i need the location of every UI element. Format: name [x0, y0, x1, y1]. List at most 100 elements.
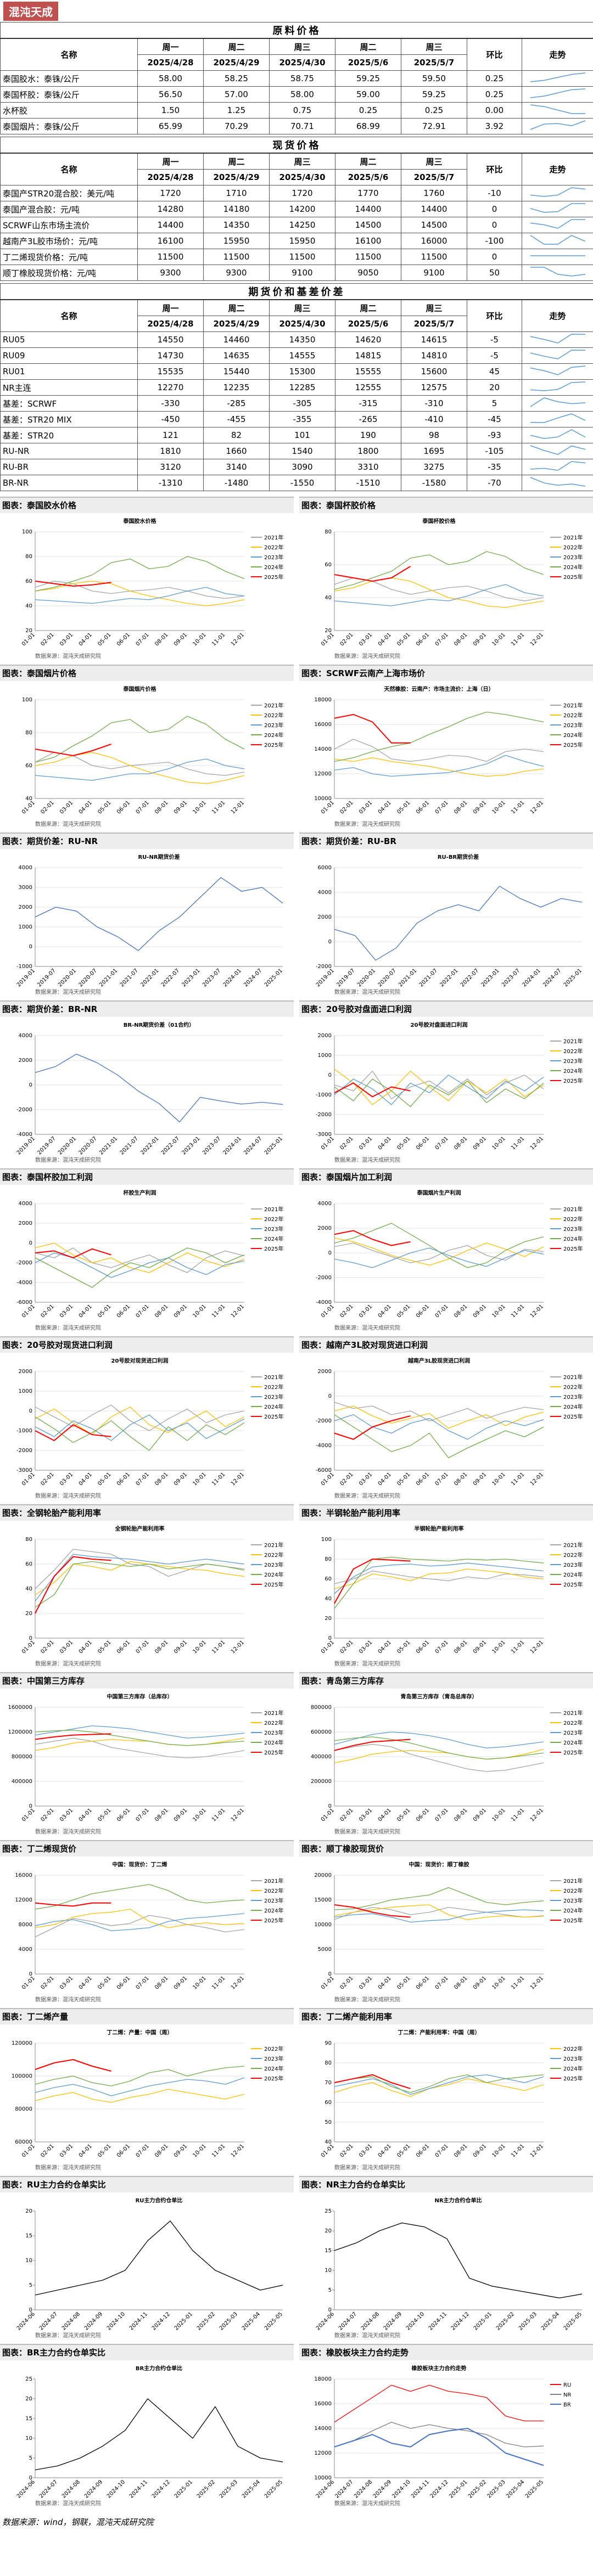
series-line: [334, 1242, 544, 1263]
series-line: [334, 1731, 544, 1748]
date-row: 2025/4/28 2025/4/29 2025/4/30 2025/5/6 2025/…: [1, 169, 593, 185]
x-tick-label: 06-01: [415, 1303, 430, 1319]
x-tick-label: 2024-07: [542, 968, 562, 988]
chart-source: 数据来源：混沌天成研究院: [35, 1324, 101, 1331]
y-tick-label: 0: [29, 2475, 32, 2481]
legend-label: 2023年: [264, 2055, 283, 2062]
x-tick-label: 04-01: [377, 1471, 393, 1487]
x-tick-label: 03-01: [358, 2143, 373, 2158]
legend-label: 2021年: [264, 1374, 283, 1381]
x-tick-label: 09-01: [173, 1975, 188, 1990]
y-tick-label: 0: [328, 939, 332, 945]
y-tick-label: 2000: [318, 1225, 332, 1231]
series-line: [334, 2428, 544, 2466]
legend-label: 2021年: [563, 1877, 583, 1885]
legend-label: 2024年: [264, 732, 283, 739]
date-header: 2025/5/6: [335, 54, 401, 71]
cell-value: 9100: [269, 265, 335, 281]
x-tick-label: 03-01: [358, 1807, 373, 1823]
x-tick-label: 2025-02: [467, 2479, 488, 2499]
chart: BR主力合约仓单比 0 5 10 15 20 25 2024-06 2024-07 2024-08…: [16, 2365, 284, 2507]
x-tick-label: 07-01: [135, 1639, 150, 1655]
cell-value: 14500: [335, 217, 401, 233]
x-tick-label: 2024-06: [16, 2311, 36, 2331]
legend-label: 2021年: [563, 534, 583, 541]
chart-caption: 图表：20号胶对现货进口利润: [0, 1336, 294, 1353]
sparkline-cell: [522, 86, 593, 103]
table-title: 原料价格: [0, 22, 593, 39]
x-tick-label: 2024-12: [450, 2311, 471, 2331]
x-tick-label: 2023-01: [181, 968, 201, 988]
chart-source: 数据来源：混沌天成研究院: [35, 653, 101, 660]
sparkline-line: [530, 187, 585, 197]
series-line: [334, 1556, 544, 1609]
chart-source: 数据来源：混沌天成研究院: [35, 1660, 101, 1667]
x-tick-label: 2020-01: [57, 968, 77, 988]
date-header: 2025/4/29: [203, 54, 270, 71]
sparkline-line: [530, 397, 585, 407]
x-tick-label: 2024-08: [61, 2479, 81, 2499]
chart: 泰国杯胶价格 20 40 60 80 01-01 02-01 03-01 04-01 05-01 0…: [320, 518, 583, 660]
x-tick-label: 11-01: [211, 1975, 226, 1990]
cell-value: 11500: [203, 249, 270, 265]
x-tick-label: 2020-07: [78, 1135, 98, 1156]
y-tick-label: 1000: [19, 924, 32, 930]
legend-label: 2025年: [563, 1245, 583, 1252]
sparkline-cell: [522, 185, 593, 201]
series-line: [35, 1416, 245, 1451]
y-tick-label: 40: [325, 2139, 332, 2145]
x-tick-label: 09-01: [472, 1975, 488, 1990]
x-tick-label: 06-01: [116, 1639, 131, 1655]
y-tick-label: 1600000: [8, 1705, 32, 1711]
chart-caption: 图表：20号胶对盘面进口利润: [299, 1000, 593, 1017]
x-tick-label: 04-01: [377, 2143, 393, 2158]
cell-value: 0.25: [335, 102, 401, 119]
x-tick-label: 2024-11: [428, 2311, 448, 2331]
legend-label: 2022年: [264, 1719, 283, 1726]
y-tick-label: 0: [328, 1393, 332, 1399]
x-tick-label: 10-01: [491, 632, 507, 647]
y-tick-label: 1000: [318, 1053, 332, 1059]
x-tick-label: 06-01: [415, 1135, 430, 1151]
series-line: [334, 1230, 411, 1246]
sparkline-line: [530, 88, 585, 98]
cell-change: -35: [467, 459, 522, 475]
series-line: [334, 2222, 583, 2299]
x-tick-label: 2025-03: [219, 2311, 239, 2331]
x-tick-label: 06-01: [116, 800, 131, 815]
y-tick-label: -2000: [16, 1260, 32, 1266]
row-name: RU05: [0, 331, 138, 348]
header-row: 名称 周一 周二 周三 周二 周三 环比 走势: [0, 38, 593, 71]
y-tick-label: 6000: [318, 865, 332, 871]
chart-cell: 图表：橡胶板块主力合约走势 橡胶板块主力合约走势 10000 12000 14000 16…: [299, 2344, 593, 2512]
series-line: [334, 566, 411, 582]
x-tick-label: 2025-02: [196, 2311, 216, 2331]
cell-value: 11500: [401, 249, 467, 265]
chart-cell: 图表：泰国烟片加工利润 泰国烟片生产利润 -4000 -2000 0 2000 4000 01…: [299, 1168, 593, 1336]
chart-source: 数据来源：混沌天成研究院: [334, 1828, 400, 1835]
x-tick-label: 05-01: [396, 1471, 411, 1487]
x-tick-label: 2024-07: [338, 2311, 358, 2331]
chart-cell: 图表：青岛第三方库存 青岛第三方库存（青岛总库存） 0 200000 400000 600…: [299, 1672, 593, 1840]
cell-value: 14280: [137, 201, 204, 217]
y-tick-label: -4000: [16, 1280, 32, 1286]
x-tick-label: 2024-07: [334, 2479, 354, 2499]
x-tick-label: 08-01: [154, 800, 169, 815]
cell-value: 1800: [335, 443, 401, 459]
series-line: [35, 1561, 245, 1595]
x-tick-label: 08-01: [154, 2143, 169, 2158]
cell-value: -1480: [203, 475, 270, 491]
sparkline: [530, 397, 585, 407]
sparkline: [530, 429, 585, 439]
row-name: 越南产3L胶市场价：元/吨: [0, 233, 138, 249]
x-tick-label: 2024-12: [429, 2479, 450, 2499]
y-tick-label: 60: [325, 1576, 332, 1582]
series-line: [334, 1570, 544, 1584]
table-title-row: 现货价格: [0, 137, 593, 154]
x-tick-label: 05-01: [396, 2143, 411, 2158]
chart-title: 泰国杯胶价格: [422, 518, 456, 525]
chart: 泰国烟片价格 40 60 80 100 01-01 02-01 03-01 04-01 05-01…: [21, 685, 284, 828]
series-line: [334, 1223, 544, 1268]
x-tick-label: 12-01: [529, 1303, 545, 1319]
cell-value: 58.00: [137, 70, 204, 87]
